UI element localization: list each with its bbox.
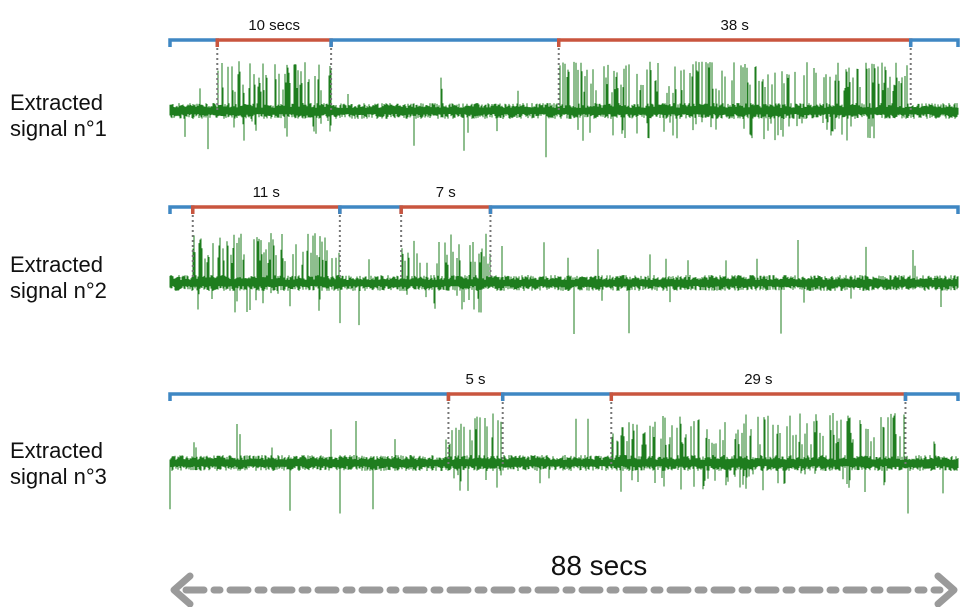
- row-label-signal-3: Extracted signal n°3: [10, 438, 160, 490]
- row-label-line2: signal n°3: [10, 464, 107, 489]
- inactive-segment-bar: [500, 392, 614, 401]
- segment-duration-label: 38 s: [721, 17, 749, 34]
- segment-duration-label: 29 s: [744, 371, 772, 388]
- inactive-segment-bar: [168, 205, 195, 214]
- active-segment-bar: [399, 205, 493, 214]
- segment-duration-label: 5 s: [466, 371, 486, 388]
- inactive-segment-bar: [903, 392, 960, 401]
- segment-duration-label: 10 secs: [248, 17, 300, 34]
- active-segment-bar: [446, 392, 505, 401]
- inactive-segment-bar: [168, 38, 220, 47]
- row-label-line2: signal n°2: [10, 278, 107, 303]
- inactive-segment-bar: [168, 392, 451, 401]
- segment-duration-label: 11 s: [253, 184, 280, 201]
- signal-waveform-1: [169, 61, 959, 158]
- row-label-line1: Extracted: [10, 438, 103, 463]
- inactive-segment-bar: [338, 205, 403, 214]
- row-label-line1: Extracted: [10, 252, 103, 277]
- active-segment-bar: [609, 392, 908, 401]
- segment-duration-label: 7 s: [436, 184, 456, 201]
- row-label-line1: Extracted: [10, 90, 103, 115]
- active-segment-bar: [556, 38, 913, 47]
- arrow-right-icon: [934, 572, 958, 607]
- inactive-segment-bar: [908, 38, 960, 47]
- row-label-signal-2: Extracted signal n°2: [10, 252, 160, 304]
- active-segment-bar: [191, 205, 342, 214]
- total-duration-label: 88 secs: [550, 550, 648, 581]
- inactive-segment-bar: [488, 205, 960, 214]
- row-label-signal-1: Extracted signal n°1: [10, 90, 160, 142]
- active-segment-bar: [215, 38, 333, 47]
- inactive-segment-bar: [329, 38, 561, 47]
- row-label-line2: signal n°1: [10, 116, 107, 141]
- arrow-left-icon: [170, 572, 194, 607]
